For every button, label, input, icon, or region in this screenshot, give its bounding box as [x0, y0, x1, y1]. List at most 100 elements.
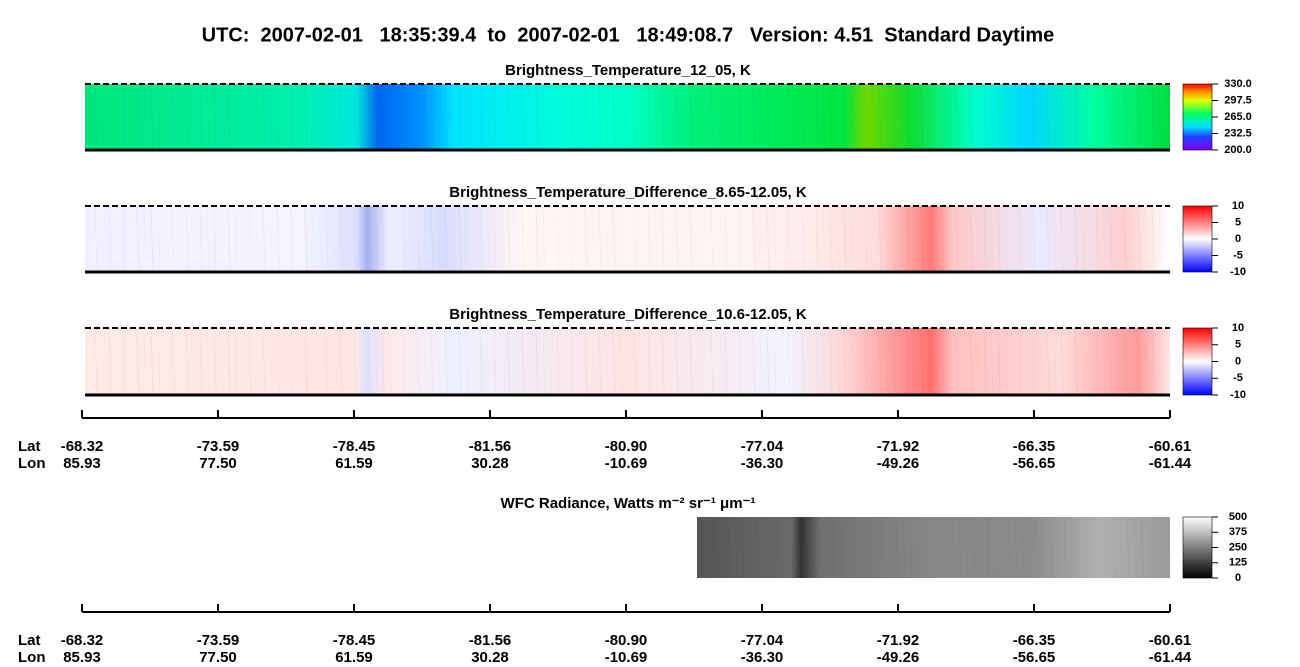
- heatmap-streak: [675, 205, 679, 273]
- heatmap-streak: [892, 205, 896, 273]
- heatmap-streak: [1060, 83, 1064, 151]
- heatmap-streak: [507, 83, 511, 151]
- heatmap-streak: [598, 83, 602, 151]
- heatmap-streak: [1046, 83, 1050, 151]
- heatmap-streak: [661, 83, 665, 151]
- lat-tick-label: -81.56: [469, 632, 512, 649]
- heatmap-streak: [227, 205, 231, 273]
- heatmap-streak: [983, 83, 987, 151]
- lat-tick-label: -71.92: [877, 438, 920, 455]
- colorbar-tick-label: -5: [1233, 249, 1243, 261]
- lon-tick-label: -61.44: [1149, 649, 1192, 666]
- heatmap-streak: [458, 205, 462, 273]
- heatmap-streak: [444, 327, 448, 396]
- heatmap-streak: [276, 327, 280, 396]
- colorbar: [1182, 327, 1213, 396]
- heatmap-streak: [766, 205, 770, 273]
- heatmap-streak: [661, 205, 665, 273]
- heatmap-streak: [881, 516, 885, 579]
- heatmap-streak: [738, 83, 742, 151]
- lon-tick-label: 30.28: [471, 649, 509, 666]
- heatmap-streak: [1049, 516, 1053, 579]
- heatmap-streak: [381, 327, 385, 396]
- heatmap-streak: [150, 83, 154, 151]
- heatmap-streak: [304, 83, 308, 151]
- heatmap-streak: [804, 516, 808, 579]
- heatmap-streak: [892, 83, 896, 151]
- heatmap-streak: [367, 327, 371, 396]
- heatmap-streak: [122, 327, 126, 396]
- lat-tick-label: -71.92: [877, 632, 920, 649]
- heatmap-streak: [843, 83, 847, 151]
- panel-title: WFC Radiance, Watts m⁻² sr⁻¹ μm⁻¹: [501, 495, 756, 512]
- heatmap-streak: [227, 327, 231, 396]
- heatmap-streak: [598, 205, 602, 273]
- colorbar-tick-label: 10: [1232, 200, 1244, 212]
- heatmap-streak: [444, 205, 448, 273]
- heatmap-streak: [1074, 205, 1078, 273]
- lat-tick-label: -60.61: [1149, 438, 1192, 455]
- lon-tick-label: -49.26: [877, 455, 920, 472]
- colorbar: [1182, 83, 1213, 151]
- heatmap-streak: [829, 327, 833, 396]
- lon-tick-label: 30.28: [471, 455, 509, 472]
- heatmap-image: [85, 206, 1170, 272]
- heatmap-streak: [920, 327, 924, 396]
- heatmap-streak: [276, 205, 280, 273]
- heatmap-streak: [612, 205, 616, 273]
- heatmap-streak: [969, 205, 973, 273]
- colorbar-tick-label: 375: [1229, 526, 1247, 538]
- heatmap-streak: [381, 83, 385, 151]
- colorbar-tick-label: 232.5: [1224, 127, 1252, 139]
- heatmap-streak: [290, 205, 294, 273]
- heatmap-streak: [353, 83, 357, 151]
- colorbar-tick-label: 250: [1229, 541, 1247, 553]
- heatmap-streak: [1074, 83, 1078, 151]
- heatmap-streak: [1126, 516, 1130, 579]
- lat-tick-label: -60.61: [1149, 632, 1192, 649]
- colorbar: [1182, 516, 1213, 579]
- heatmap-streak: [1140, 516, 1144, 579]
- page-title: UTC: 2007-02-01 18:35:39.4 to 2007-02-01…: [202, 24, 1055, 46]
- lat-tick-label: -78.45: [333, 632, 376, 649]
- heatmap-streak: [1151, 205, 1155, 273]
- lon-tick-label: -36.30: [741, 649, 784, 666]
- heatmap-streak: [843, 327, 847, 396]
- heatmap-streak: [815, 327, 819, 396]
- heatmap-streak: [675, 83, 679, 151]
- colorbar-tick-label: 10: [1232, 322, 1244, 334]
- heatmap-streak: [909, 516, 913, 579]
- heatmap-streak: [535, 327, 539, 396]
- lat-tick-label: -73.59: [197, 632, 240, 649]
- axis-row-label: Lat: [18, 632, 41, 649]
- heatmap-streak: [689, 205, 693, 273]
- axis-row-label: Lon: [18, 455, 46, 472]
- lat-tick-label: -68.32: [61, 632, 104, 649]
- heatmap-streak: [1046, 205, 1050, 273]
- heatmap-streak: [972, 516, 976, 579]
- heatmap-streak: [458, 83, 462, 151]
- heatmap-streak: [675, 327, 679, 396]
- lat-tick-label: -81.56: [469, 438, 512, 455]
- lon-tick-label: -10.69: [605, 455, 648, 472]
- lon-tick-label: -56.65: [1013, 455, 1056, 472]
- heatmap-streak: [584, 83, 588, 151]
- heatmap-streak: [199, 205, 203, 273]
- heatmap-streak: [832, 516, 836, 579]
- heatmap-image: [697, 517, 1170, 578]
- heatmap-streak: [136, 205, 140, 273]
- axis-row-label: Lon: [18, 649, 46, 666]
- heatmap-streak: [1046, 327, 1050, 396]
- heatmap-streak: [150, 327, 154, 396]
- colorbar-tick-label: 5: [1235, 339, 1241, 351]
- heatmap-streak: [689, 327, 693, 396]
- lon-tick-label: -56.65: [1013, 649, 1056, 666]
- heatmap-streak: [766, 83, 770, 151]
- lat-tick-label: -66.35: [1013, 438, 1056, 455]
- heatmap-streak: [727, 516, 731, 579]
- colorbar-tick-label: 0: [1235, 233, 1241, 245]
- lon-tick-label: 77.50: [199, 455, 237, 472]
- heatmap-streak: [1123, 327, 1127, 396]
- heatmap-streak: [829, 205, 833, 273]
